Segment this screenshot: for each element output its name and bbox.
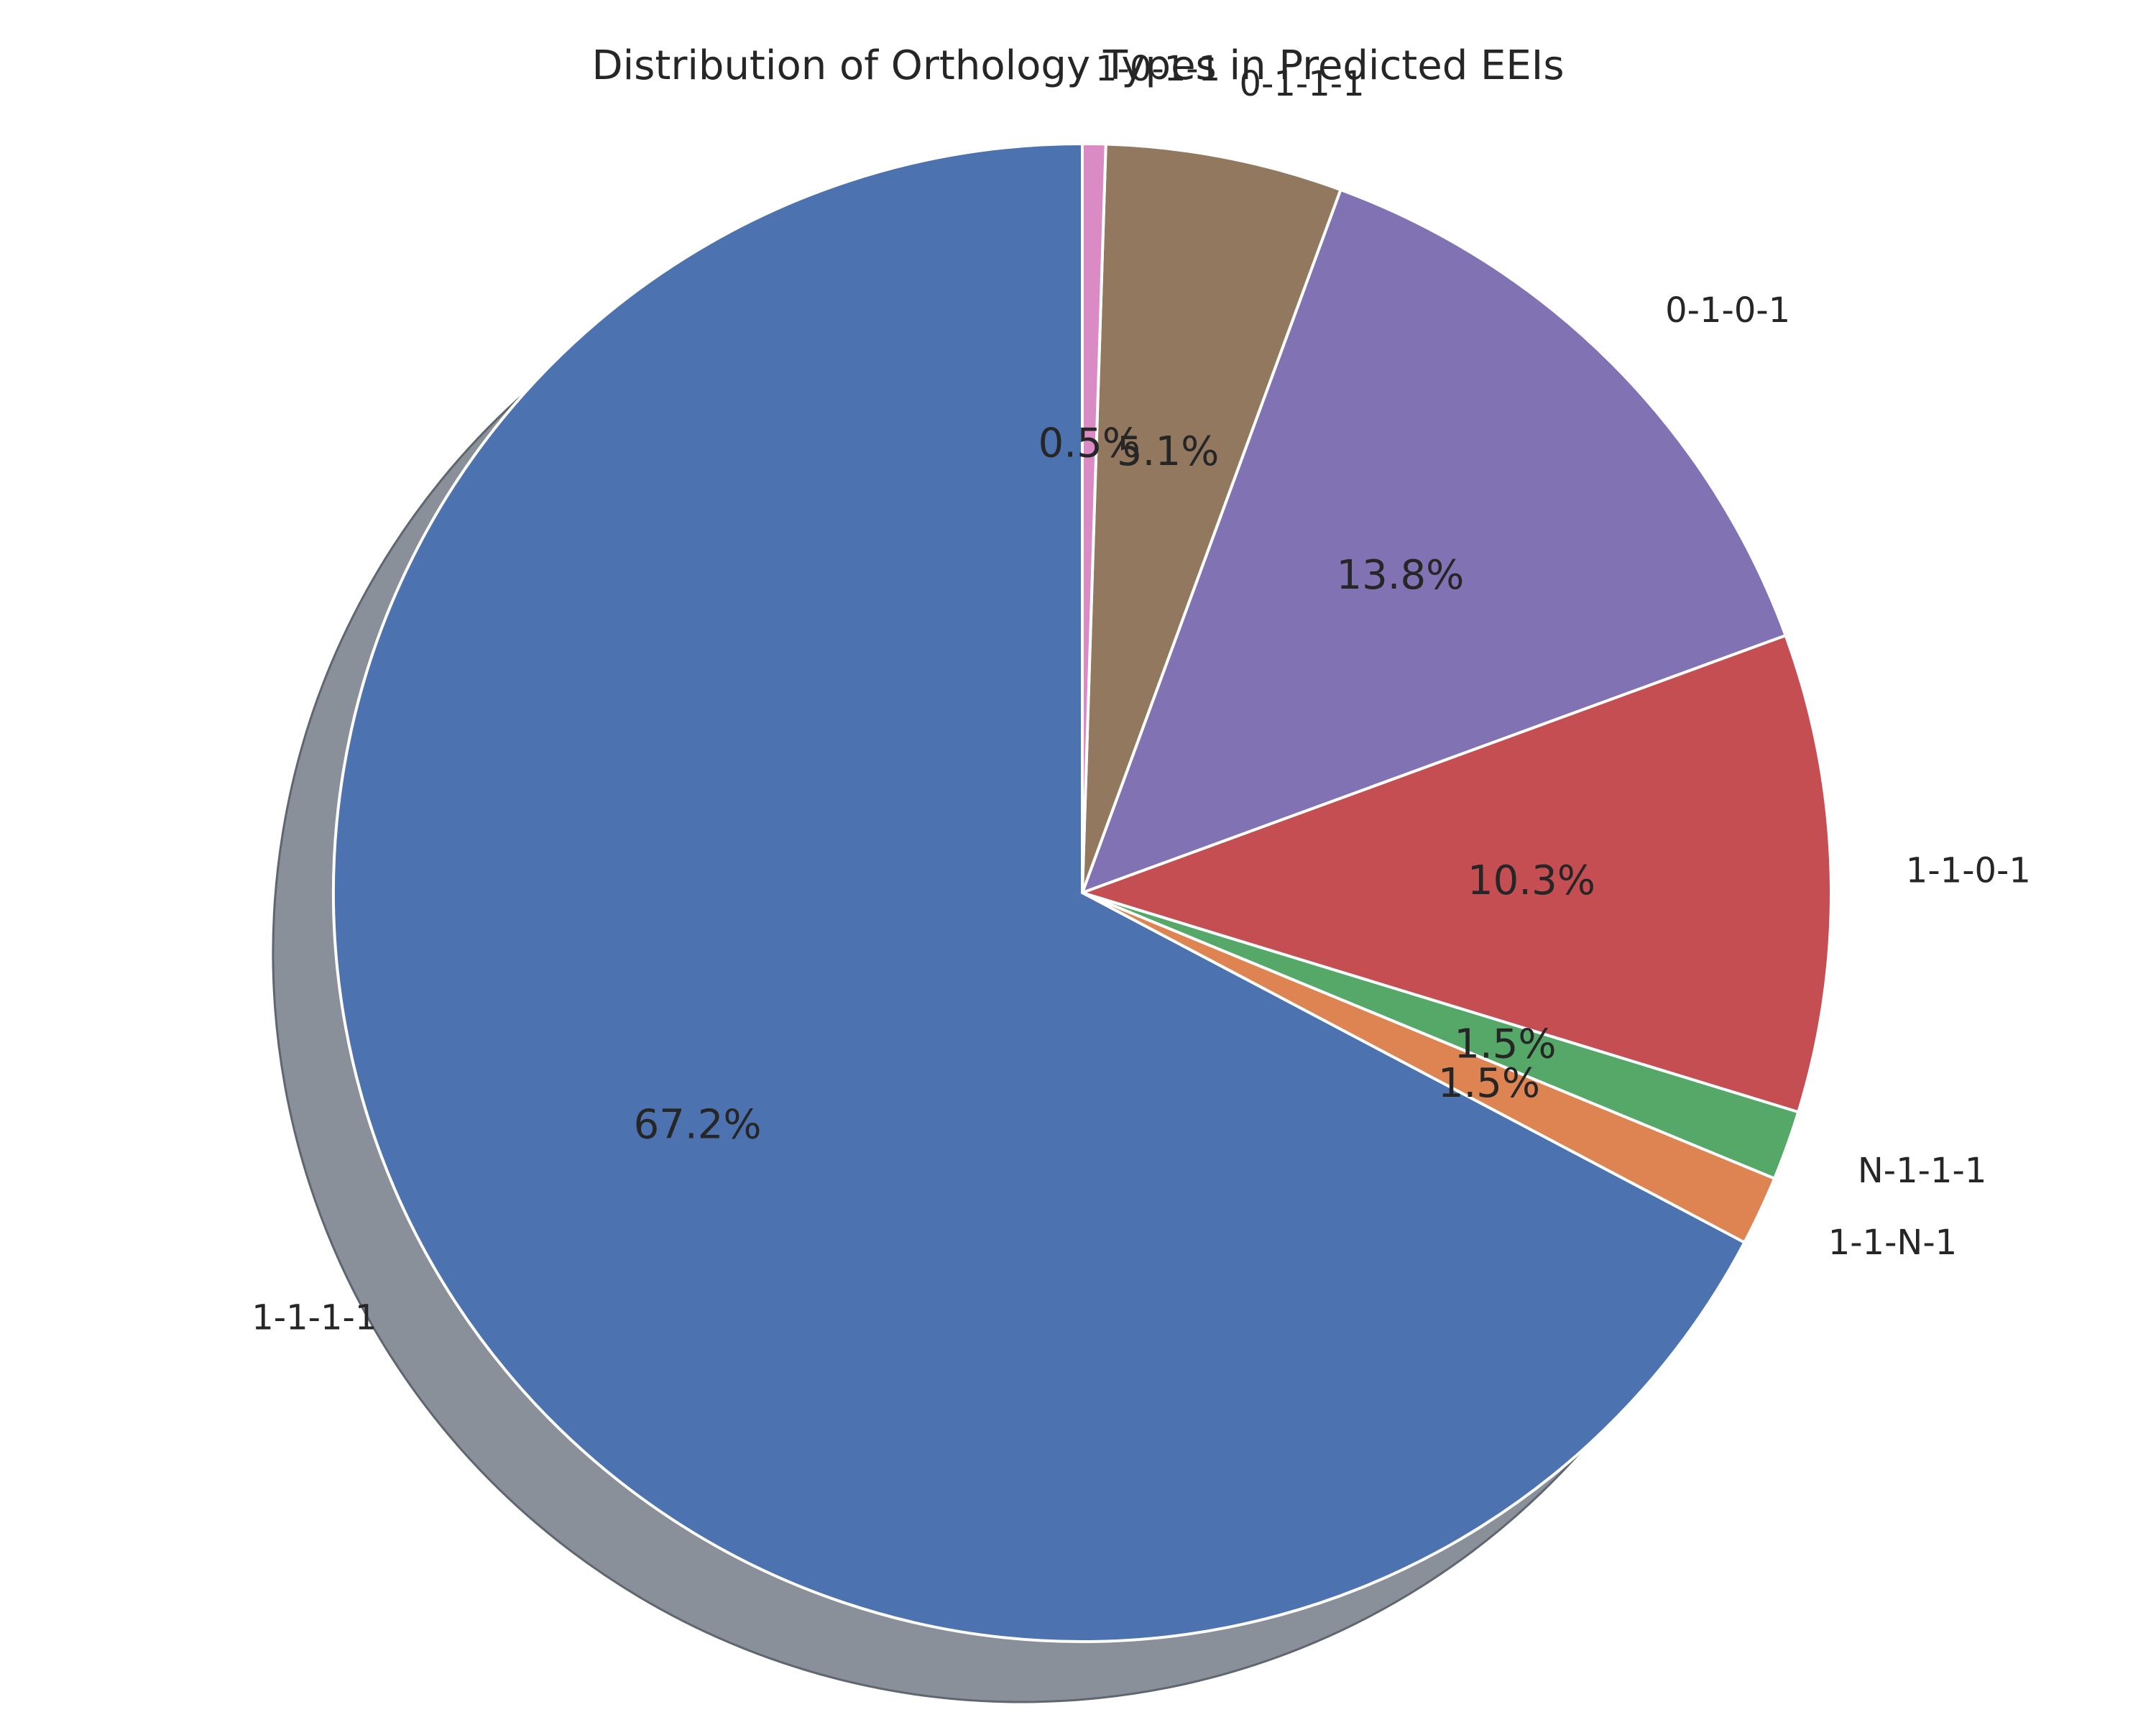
category-labels: 1-1-1-1 1-1-N-1 N-1-1-1 1-1-0-1 0-1-0-1 0-1-1… xyxy=(252,49,2031,1338)
pct-label-1-0-1-1: 0.5% xyxy=(1038,420,1141,466)
pie-slice-1-1-1-1 xyxy=(331,142,1746,1643)
category-label-1-1-1-1: 1-1-1-1 xyxy=(252,1298,377,1338)
category-label-0-1-1-1: 0-1-1-1 xyxy=(1240,64,1365,104)
category-label-0-1-0-1: 0-1-0-1 xyxy=(1665,290,1790,331)
pie-slice-0-1-0-1 xyxy=(1081,188,1787,894)
category-label-N-1-1-1: N-1-1-1 xyxy=(1858,1151,1986,1191)
pie-slice-1-1-0-1 xyxy=(1081,634,1833,1114)
pct-label-1-1-N-1: 1.5% xyxy=(1438,1060,1540,1107)
category-label-1-1-0-1: 1-1-0-1 xyxy=(1906,850,2031,891)
pct-label-0-1-0-1: 13.8% xyxy=(1336,552,1464,599)
pct-label-N-1-1-1: 1.5% xyxy=(1454,1021,1556,1068)
pie-slices xyxy=(331,142,1833,1643)
pie-slice-1-0-1-1 xyxy=(1081,142,1107,894)
pie-slice-0-1-1-1 xyxy=(1081,142,1342,894)
category-label-1-1-N-1: 1-1-N-1 xyxy=(1828,1223,1957,1263)
pct-label-1-1-0-1: 10.3% xyxy=(1468,857,1595,904)
chart-title: Distribution of Orthology Types in Predi… xyxy=(592,42,1565,89)
percentage-labels: 67.2% 1.5%1.5% 10.3% 13.8% 5.1%0.5% xyxy=(634,420,1595,1148)
pct-label-1-1-1-1: 67.2% xyxy=(634,1101,762,1148)
category-label-1-0-1-1: 1-0-1-1 xyxy=(1095,49,1220,89)
pct-label-0-1-1-1: 5.1% xyxy=(1117,428,1219,475)
